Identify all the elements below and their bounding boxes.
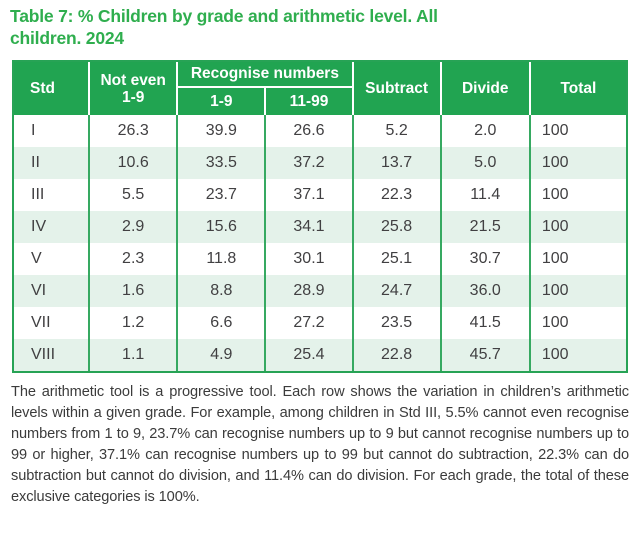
cell-not-even: 2.9 [90,211,179,243]
cell-divide: 36.0 [441,275,531,307]
cell-not-even: 26.3 [90,115,179,147]
cell-recognise-1-9: 8.8 [178,275,267,307]
cell-recognise-1-9: 33.5 [178,147,267,179]
cell-recognise-1-9: 4.9 [178,339,267,371]
cell-not-even: 1.2 [90,307,179,339]
cell-not-even: 10.6 [90,147,179,179]
cell-recognise-11-99: 30.1 [266,243,354,275]
column-header-subtract: Subtract [353,62,442,115]
arithmetic-level-table: Std Not even 1-9 Recognise numbers Subtr… [14,62,626,371]
cell-std: II [14,147,91,179]
cell-divide: 11.4 [442,179,531,211]
cell-std: VIII [14,339,91,371]
cell-total: 100 [541,250,569,267]
column-header-not-even-1-9: Not even 1-9 [90,62,179,115]
cell-subtract: 25.8 [353,211,442,243]
cell-total: 100 [530,147,626,179]
table-header: Std Not even 1-9 Recognise numbers Subtr… [14,62,626,115]
cell-recognise-1-9: 6.6 [178,307,267,339]
column-header-not-even-line2: 1-9 [121,88,145,106]
column-header-std: Std [14,62,91,115]
cell-recognise-11-99: 25.4 [266,339,354,371]
cell-subtract: 22.3 [354,179,442,211]
cell-std: III [14,179,91,211]
cell-subtract: 22.8 [353,339,442,371]
cell-std: I [14,115,91,147]
table-row-std-7: VII 1.2 6.6 27.2 23.5 41.5 100 [14,307,626,339]
arithmetic-level-table-container: Std Not even 1-9 Recognise numbers Subtr… [12,60,628,373]
table-row-std-4: IV 2.9 15.6 34.1 25.8 21.5 100 [14,211,626,243]
cell-recognise-11-99: 26.6 [266,115,354,147]
cell-total: 100 [541,122,569,139]
table-row-std-2: II 10.6 33.5 37.2 13.7 5.0 100 [14,147,626,179]
column-header-not-even-line1: Not even [100,71,166,89]
cell-subtract: 13.7 [353,147,442,179]
column-header-total: Total [530,62,626,115]
table-row-std-3: III 5.5 23.7 37.1 22.3 11.4 100 [14,179,626,211]
report-table-page: Table 7: % Children by grade and arithme… [10,6,629,505]
column-header-divide: Divide [441,62,531,115]
cell-std: IV [14,211,91,243]
cell-recognise-1-9: 39.9 [178,115,267,147]
cell-recognise-11-99: 34.1 [266,211,354,243]
table-body: I 26.3 39.9 26.6 5.2 2.0 100 II 10.6 33.… [14,115,626,371]
cell-std: VII [14,307,91,339]
cell-total: 100 [530,211,626,243]
table-row-std-1: I 26.3 39.9 26.6 5.2 2.0 100 [14,115,626,147]
table-row-std-5: V 2.3 11.8 30.1 25.1 30.7 100 [14,243,626,275]
table-row-std-6: VI 1.6 8.8 28.9 24.7 36.0 100 [14,275,626,307]
cell-divide: 5.0 [441,147,531,179]
cell-not-even: 1.1 [90,339,179,371]
column-group-header-recognise-numbers: Recognise numbers [178,62,354,88]
cell-divide: 30.7 [442,243,531,275]
table-title: Table 7: % Children by grade and arithme… [10,6,438,48]
table-footnote: The arithmetic tool is a progressive too… [11,384,629,505]
cell-subtract: 23.5 [354,307,442,339]
cell-not-even: 1.6 [90,275,179,307]
cell-not-even: 5.5 [90,179,179,211]
cell-not-even: 2.3 [90,243,179,275]
cell-divide: 41.5 [442,307,531,339]
column-subheader-1-9: 1-9 [178,88,267,115]
cell-divide: 45.7 [441,339,531,371]
cell-recognise-1-9: 23.7 [178,179,267,211]
cell-total: 100 [541,314,569,331]
cell-subtract: 24.7 [353,275,442,307]
column-subheader-11-99: 11-99 [266,88,354,115]
cell-recognise-11-99: 27.2 [266,307,354,339]
cell-recognise-11-99: 37.1 [266,179,354,211]
cell-total: 100 [530,275,626,307]
cell-recognise-11-99: 28.9 [266,275,354,307]
table-row-std-8: VIII 1.1 4.9 25.4 22.8 45.7 100 [14,339,626,371]
cell-std: V [14,243,91,275]
cell-divide: 21.5 [441,211,531,243]
cell-total: 100 [541,186,569,203]
cell-total: 100 [530,339,626,371]
cell-recognise-11-99: 37.2 [266,147,354,179]
cell-std: VI [14,275,91,307]
cell-subtract: 5.2 [354,115,442,147]
cell-recognise-1-9: 15.6 [178,211,267,243]
cell-recognise-1-9: 11.8 [178,243,267,275]
cell-subtract: 25.1 [354,243,442,275]
cell-divide: 2.0 [442,115,531,147]
